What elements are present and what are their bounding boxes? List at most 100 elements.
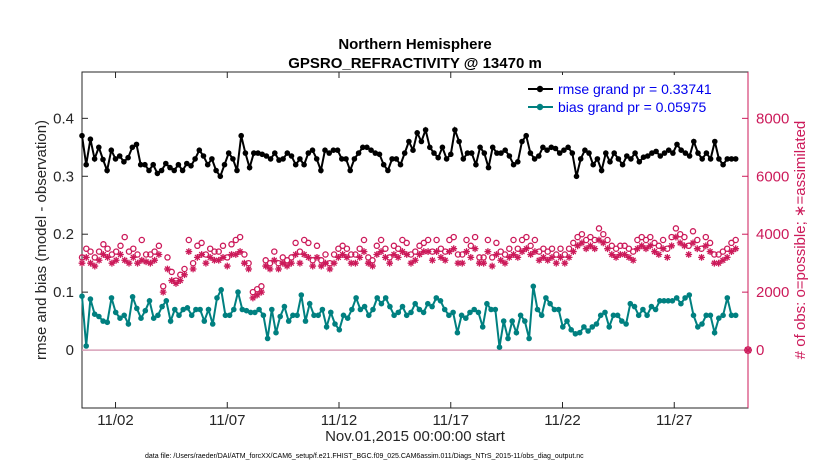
series-layer (78, 125, 752, 355)
y-left-tick-label: 0.3 (53, 168, 74, 185)
possible-obs-point (330, 251, 338, 258)
bias-point (492, 306, 499, 313)
rmse-point (251, 150, 257, 156)
bias-point (441, 306, 448, 313)
possible-obs-point (612, 245, 620, 252)
rmse-point (607, 159, 613, 165)
bias-point (513, 329, 520, 336)
series-3 (78, 233, 740, 302)
bias-point (657, 298, 663, 304)
bias-point (412, 300, 419, 307)
assimilated-obs-point (450, 245, 458, 253)
bias-point (150, 315, 157, 322)
assimilated-obs-point (356, 253, 364, 261)
possible-obs-point (600, 230, 607, 238)
assimilated-obs-point (681, 242, 688, 250)
assimilated-obs-point (458, 259, 466, 267)
rmse-point (611, 150, 617, 156)
bias-point (180, 306, 186, 313)
bias-point (682, 295, 688, 301)
bias-point (467, 309, 473, 316)
bias-point (96, 313, 102, 320)
possible-obs-point (574, 233, 581, 241)
possible-obs-point (112, 248, 120, 255)
rmse-point (674, 141, 680, 148)
bias-point (471, 306, 478, 313)
assimilated-obs-point (134, 259, 141, 267)
possible-obs-point (236, 233, 244, 241)
assimilated-obs-point (112, 256, 120, 264)
rmse-point (188, 163, 194, 169)
bias-point (290, 312, 296, 319)
assimilated-obs-point (104, 253, 112, 261)
possible-obs-point (527, 242, 534, 250)
possible-obs-point (271, 248, 278, 255)
assimilated-obs-point (377, 248, 385, 255)
bias-point (610, 312, 617, 319)
rmse-point (707, 156, 714, 162)
y-left-axis-ticks: 0 0.1 0.2 0.3 0.4 (53, 110, 88, 359)
bias-point (695, 324, 701, 330)
possible-obs-point (117, 242, 124, 250)
assimilated-obs-point (527, 251, 535, 258)
assimilated-obs-point (249, 294, 257, 302)
legend: rmse grand pr = 0.33741 bias grand pr = … (525, 75, 745, 117)
rmse-point (691, 138, 697, 145)
bias-point (163, 298, 170, 304)
rmse-point (460, 156, 467, 162)
rmse-point (200, 153, 207, 159)
assimilated-obs-point (693, 245, 701, 253)
rmse-point (301, 161, 307, 168)
bias-point (138, 315, 144, 322)
y-right-tick-label: 0 (756, 342, 764, 359)
rmse-point (179, 167, 186, 174)
bias-point (408, 309, 414, 316)
assimilated-obs-point (364, 259, 372, 267)
bias-point (121, 312, 127, 319)
assimilated-obs-point (591, 245, 599, 253)
assimilated-obs-point (463, 248, 470, 255)
data-file-footnote: data file: /Users/raeder/DAI/ATM_forcXX/… (145, 453, 584, 460)
bias-point (281, 303, 288, 310)
bias-point (690, 312, 697, 319)
bias-point (235, 289, 241, 295)
bias-point (728, 312, 735, 319)
x-axis-label: Nov.01,2015 00:00:00 start (325, 428, 506, 445)
assimilated-obs-point (373, 251, 381, 258)
rmse-point (456, 138, 462, 145)
assimilated-obs-point (493, 251, 500, 258)
rmse-point (125, 154, 131, 161)
possible-obs-point (463, 236, 470, 244)
assimilated-obs-point (91, 262, 99, 270)
bias-point (403, 312, 410, 319)
bias-point (370, 306, 376, 313)
possible-obs-point (343, 245, 351, 252)
possible-obs-point (125, 248, 133, 255)
rmse-point (272, 150, 278, 156)
possible-obs-point (322, 251, 329, 258)
rmse-point (142, 161, 148, 168)
rmse-point (259, 151, 266, 158)
bias-point (269, 306, 275, 313)
bias-point (500, 318, 507, 324)
bias-point (496, 344, 503, 351)
bias-point (399, 303, 406, 310)
assimilated-obs-point (232, 251, 240, 258)
rmse-point (657, 153, 664, 159)
possible-obs-point (454, 251, 462, 258)
bias-point (589, 324, 596, 330)
assimilated-obs-point (172, 280, 180, 287)
assimilated-obs-point (574, 242, 582, 250)
possible-obs-point (604, 236, 611, 244)
assimilated-obs-point (621, 251, 629, 258)
rmse-point (108, 147, 115, 153)
assimilated-obs-point (437, 253, 445, 261)
assimilated-obs-point (557, 253, 564, 261)
rmse-point (263, 153, 270, 159)
assimilated-obs-point (159, 288, 167, 296)
bias-point (311, 312, 317, 319)
rmse-point (154, 170, 161, 177)
rmse-point (406, 138, 412, 145)
assimilated-obs-point (531, 248, 539, 255)
possible-obs-point (87, 248, 94, 255)
